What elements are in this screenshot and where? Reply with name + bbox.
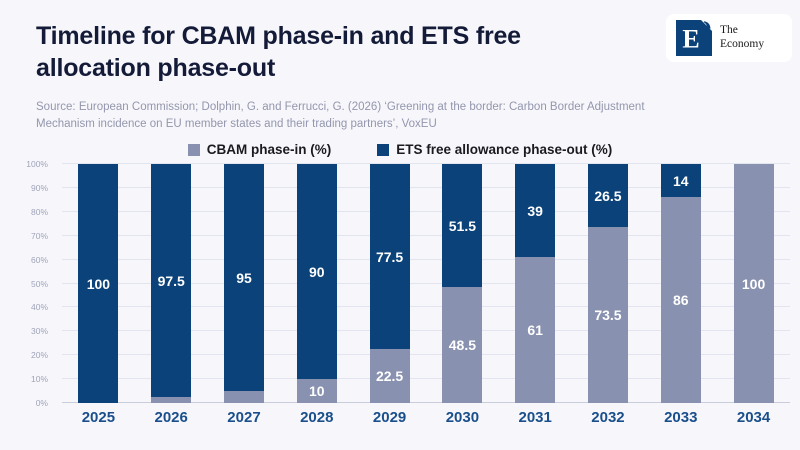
stacked-bar-2025: 100 <box>78 164 119 403</box>
bar-slot-2034: 100 <box>717 164 790 403</box>
gridline <box>62 354 790 356</box>
y-tick-label: 40% <box>30 302 48 313</box>
stacked-bar-2027: 595 <box>223 164 264 403</box>
x-tick-label-2026: 2026 <box>154 409 188 426</box>
x-tick-label-2028: 2028 <box>300 409 334 426</box>
gridline <box>62 234 790 236</box>
y-tick-label: 90% <box>30 182 48 193</box>
bar-slot-2030: 48.5 51.5 <box>426 164 499 403</box>
bar-segment-ets <box>515 164 556 258</box>
page-title: Timeline for CBAM phase-in and ETS free … <box>36 22 521 82</box>
brand-name: The Economy <box>720 24 764 52</box>
bar-slot-2032: 73.5 26.5 <box>572 164 645 403</box>
bar-segment-cbam <box>296 379 337 403</box>
chart-legend: CBAM phase-in (%) ETS free allowance pha… <box>0 142 800 157</box>
stacked-bar-2028: 10 90 <box>296 164 337 403</box>
bar-segment-cbam <box>660 197 701 403</box>
economy-logo-icon: E <box>676 20 712 56</box>
svg-text:E: E <box>682 25 699 54</box>
bar-slot-2029: 22.5 77.5 <box>353 164 426 403</box>
stacked-bar-2033: 86 14 <box>660 164 701 403</box>
legend-item-cbam: CBAM phase-in (%) <box>187 142 332 157</box>
gridline <box>62 163 790 164</box>
gridline <box>62 378 790 380</box>
bar-segment-cbam <box>223 391 264 403</box>
y-tick-label: 70% <box>30 230 48 241</box>
bar-slot-2028: 10 90 <box>280 164 353 403</box>
gridline <box>62 282 790 284</box>
gridline <box>62 186 790 188</box>
brand-logo: E The Economy <box>666 14 792 62</box>
bar-slot-2026: 2.597.5 <box>135 164 208 403</box>
x-tick-label-2025: 2025 <box>81 409 116 426</box>
gridline <box>62 330 790 332</box>
source-note: Source: European Commission; Dolphin, G.… <box>36 101 645 131</box>
gridline <box>62 402 790 403</box>
x-tick-label-2029: 2029 <box>372 409 407 426</box>
gridline <box>62 258 790 260</box>
stacked-bar-2034: 100 <box>733 164 774 403</box>
stacked-bar-2029: 22.5 77.5 <box>369 164 410 403</box>
y-tick-label: 20% <box>30 350 48 361</box>
bar-segment-cbam <box>369 349 410 403</box>
stacked-bar-2032: 73.5 26.5 <box>587 164 628 403</box>
brand-name-line1: The <box>720 24 738 37</box>
gridline <box>62 210 790 212</box>
bar-segment-ets <box>223 164 264 392</box>
y-tick-label: 30% <box>30 326 48 337</box>
y-tick-label: 100% <box>26 159 48 169</box>
bar-slot-2033: 86 14 <box>644 164 717 403</box>
legend-swatch-cbam-icon <box>187 143 200 156</box>
bar-segment-ets <box>151 164 192 398</box>
bar-segment-ets <box>78 164 119 403</box>
x-tick-label-2031: 2031 <box>518 409 552 426</box>
y-tick-label: 80% <box>30 206 48 217</box>
stacked-bar-2030: 48.5 51.5 <box>442 164 483 403</box>
y-tick-label: 0% <box>35 398 48 408</box>
bar-slot-2031: 61 39 <box>499 164 572 403</box>
y-tick-label: 50% <box>30 278 48 289</box>
y-tick-label: 60% <box>30 254 48 265</box>
x-tick-label-2034: 2034 <box>736 409 771 426</box>
x-tick-label-2032: 2032 <box>591 409 625 426</box>
bar-slot-2025: 100 <box>62 164 135 403</box>
x-axis-labels: 2025 2026 2027 2028 2029 2030 2031 2032 2033 2034 <box>62 409 790 426</box>
bar-segment-ets <box>660 164 701 198</box>
bar-segment-ets <box>369 164 410 350</box>
bar-slot-2027: 595 <box>208 164 281 403</box>
x-tick-label-2027: 2027 <box>227 409 261 426</box>
bar-segment-cbam <box>442 287 483 403</box>
y-axis-labels: 0% 10% 20% 30% 40% 50% 60% 70% 80% 90% 100% <box>0 159 56 408</box>
bar-segment-ets <box>442 164 483 288</box>
legend-item-ets: ETS free allowance phase-out (%) <box>377 142 612 157</box>
legend-label-ets: ETS free allowance phase-out (%) <box>396 142 613 157</box>
gridline <box>62 306 790 308</box>
y-tick-label: 10% <box>30 374 48 385</box>
x-tick-label-2033: 2033 <box>664 409 698 426</box>
bar-segment-ets <box>587 164 628 228</box>
stacked-bar-2026: 2.597.5 <box>151 164 192 403</box>
bar-segment-cbam <box>151 397 192 403</box>
stacked-bar-2031: 61 39 <box>515 164 556 403</box>
legend-swatch-ets-icon <box>377 143 390 156</box>
bar-segment-ets <box>296 164 337 380</box>
brand-name-line2: Economy <box>720 38 765 50</box>
x-tick-label-2030: 2030 <box>445 409 480 426</box>
bar-segment-cbam <box>587 227 628 403</box>
bar-segment-cbam <box>733 164 774 403</box>
bar-segment-cbam <box>515 257 556 403</box>
legend-label-cbam: CBAM phase-in (%) <box>206 142 332 157</box>
